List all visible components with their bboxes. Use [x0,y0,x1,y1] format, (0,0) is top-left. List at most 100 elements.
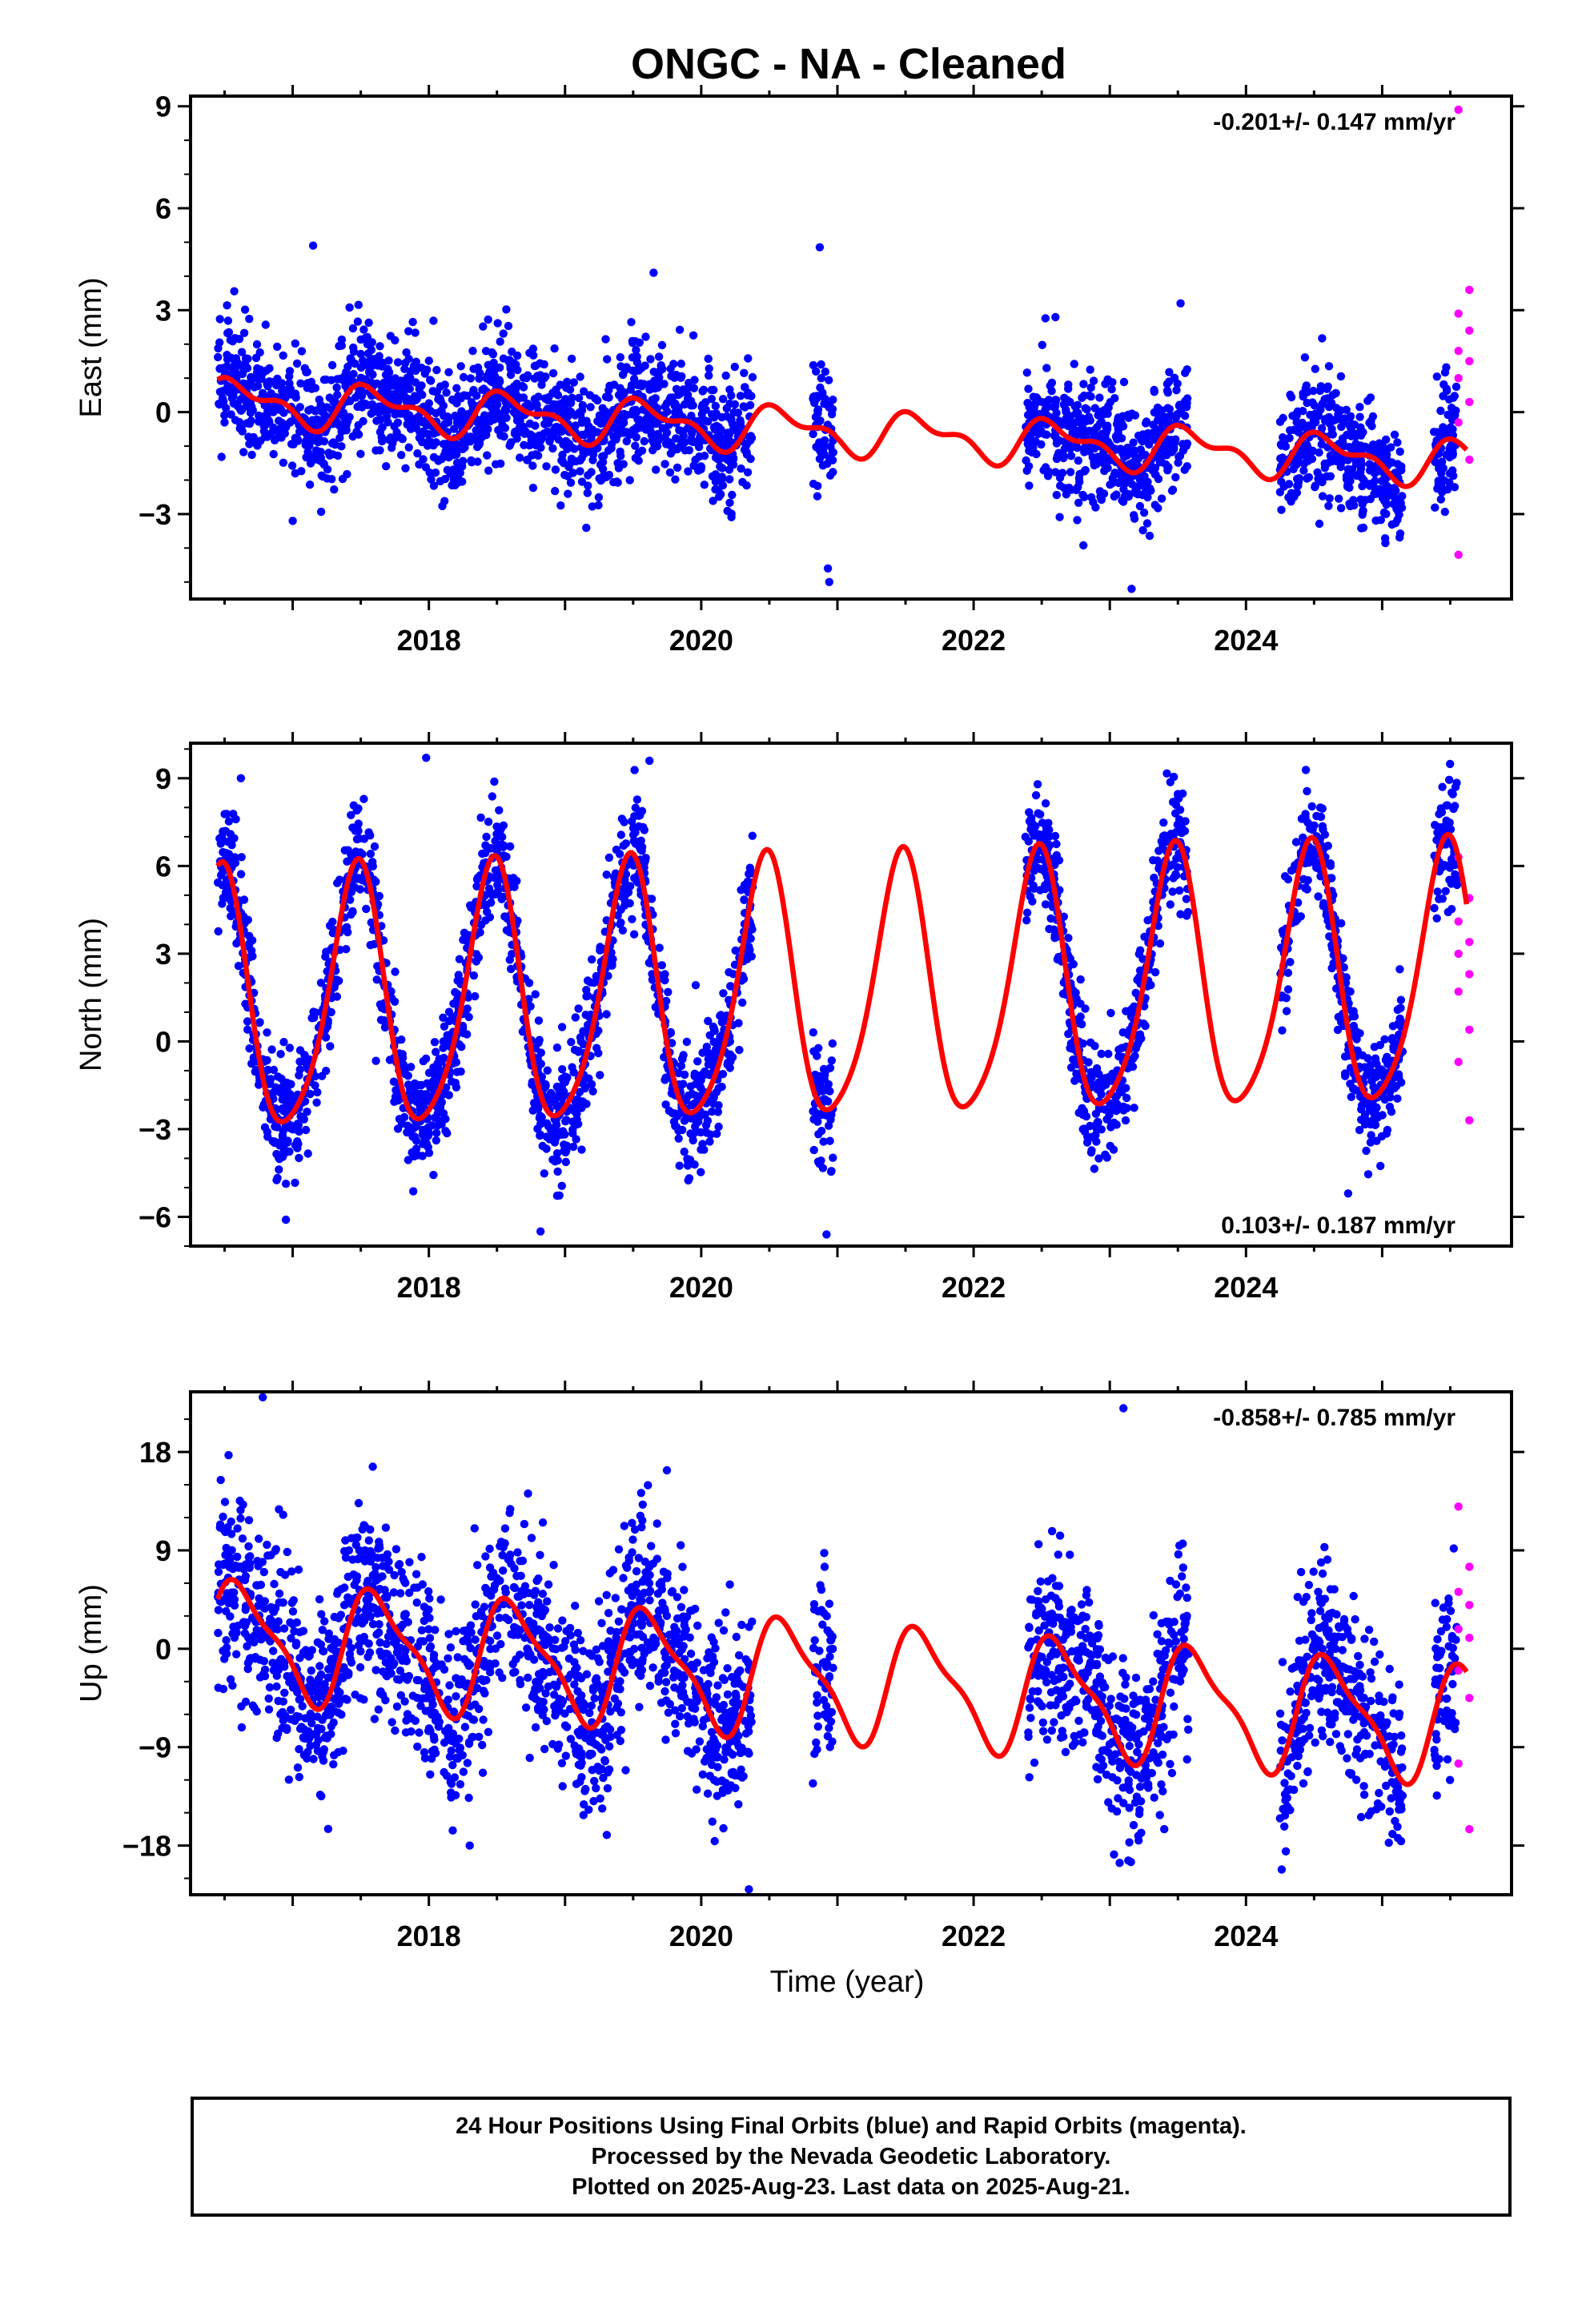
data-point [680,1070,689,1080]
data-point [1066,468,1075,476]
data-point [322,947,331,956]
data-point [737,464,745,473]
data-point [223,328,232,338]
data-point [1164,463,1173,472]
rapid-point [1454,374,1463,383]
data-point [628,406,638,415]
data-point [829,468,837,476]
data-point [556,501,565,510]
data-point [709,497,717,505]
data-point [234,962,243,971]
data-point [1283,968,1293,978]
data-point [1395,529,1405,538]
data-point [828,456,837,464]
data-point [368,402,378,411]
data-point [299,1115,308,1124]
data-point [1082,1112,1091,1121]
data-point [404,1080,413,1089]
data-point [508,348,516,356]
data-point [701,1067,709,1076]
data-point [634,456,643,465]
data-point [406,1094,415,1104]
data-point [1112,435,1122,444]
data-point [1022,908,1032,917]
data-point [375,342,384,351]
data-point [507,964,516,974]
data-point [825,376,833,384]
data-point [449,465,458,474]
data-point [259,368,267,378]
data-point [1439,423,1447,432]
data-point [1294,477,1303,487]
data-point [627,318,636,327]
data-point [1445,469,1455,478]
data-point [1166,778,1175,786]
data-point [588,425,597,434]
data-point [819,1137,828,1146]
data-point [1072,485,1081,495]
data-point [1182,462,1192,471]
data-point [1299,466,1308,475]
data-point [712,435,721,444]
x-tick-label: 2024 [1214,624,1278,657]
data-point [1074,456,1083,465]
data-point [1315,803,1325,812]
data-point [430,1038,440,1047]
data-point [485,913,495,922]
data-point [1134,431,1143,440]
data-point [1307,423,1316,432]
data-point [484,817,493,826]
data-point [1039,466,1048,475]
data-point [375,446,384,455]
data-point [637,446,647,455]
data-point [370,842,379,851]
data-point [615,417,624,426]
data-point [709,413,719,422]
data-point [285,367,295,376]
data-point [604,446,613,455]
data-point [714,1101,723,1110]
data-point [308,416,317,424]
data-point [1323,384,1331,393]
data-point [404,1156,413,1164]
data-point [1024,462,1034,471]
data-point [1393,1094,1402,1104]
data-point [1086,1121,1094,1131]
data-point [620,901,629,910]
data-point [339,375,348,384]
data-point [1163,404,1172,412]
data-point [1114,428,1122,437]
data-point [1440,508,1450,517]
data-point [397,451,406,460]
data-point [1095,487,1105,496]
y-tick-label: −3 [139,498,171,531]
data-point [631,441,640,450]
data-point [444,1007,454,1016]
data-point [243,1025,252,1034]
data-point [525,348,534,357]
data-point [1291,838,1301,846]
data-point [218,881,227,890]
data-point [214,352,223,362]
data-point [1097,1090,1106,1099]
data-point [356,400,366,408]
data-point [1116,444,1126,453]
data-point [381,370,391,380]
data-point [1036,886,1045,895]
data-point [661,1100,670,1109]
data-point [1431,503,1439,512]
data-point [684,1176,693,1185]
data-point [422,1139,431,1148]
data-point [1177,823,1186,832]
data-point [697,410,706,419]
data-point [1127,409,1136,418]
data-point [223,301,231,310]
data-point [412,396,420,404]
data-point [434,395,443,404]
data-point [1121,1116,1130,1125]
data-point [745,946,754,955]
data-point [576,372,584,381]
data-point [1445,478,1454,487]
data-point [310,1013,319,1023]
